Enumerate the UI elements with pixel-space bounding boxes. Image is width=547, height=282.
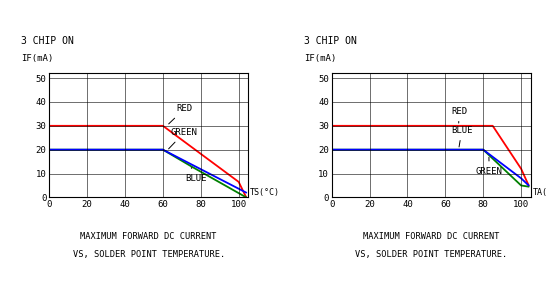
Text: MAXIMUM FORWARD DC CURRENT: MAXIMUM FORWARD DC CURRENT	[80, 232, 217, 241]
Text: IF(mA): IF(mA)	[21, 54, 54, 63]
Text: VS, SOLDER POINT TEMPERATURE.: VS, SOLDER POINT TEMPERATURE.	[73, 250, 225, 259]
Text: 3 CHIP ON: 3 CHIP ON	[304, 36, 357, 46]
Text: RED: RED	[451, 107, 467, 123]
Text: IF(mA): IF(mA)	[304, 54, 336, 63]
Text: TA(°C): TA(°C)	[533, 188, 547, 197]
Text: MAXIMUM FORWARD DC CURRENT: MAXIMUM FORWARD DC CURRENT	[363, 232, 499, 241]
Text: 3 CHIP ON: 3 CHIP ON	[21, 36, 74, 46]
Text: GREEN: GREEN	[168, 128, 197, 149]
Text: TS(°C): TS(°C)	[250, 188, 280, 197]
Text: BLUE: BLUE	[451, 126, 473, 147]
Text: VS, SOLDER POINT TEMPERATURE.: VS, SOLDER POINT TEMPERATURE.	[355, 250, 507, 259]
Text: BLUE: BLUE	[185, 168, 207, 183]
Text: GREEN: GREEN	[476, 157, 503, 175]
Text: RED: RED	[168, 105, 193, 124]
